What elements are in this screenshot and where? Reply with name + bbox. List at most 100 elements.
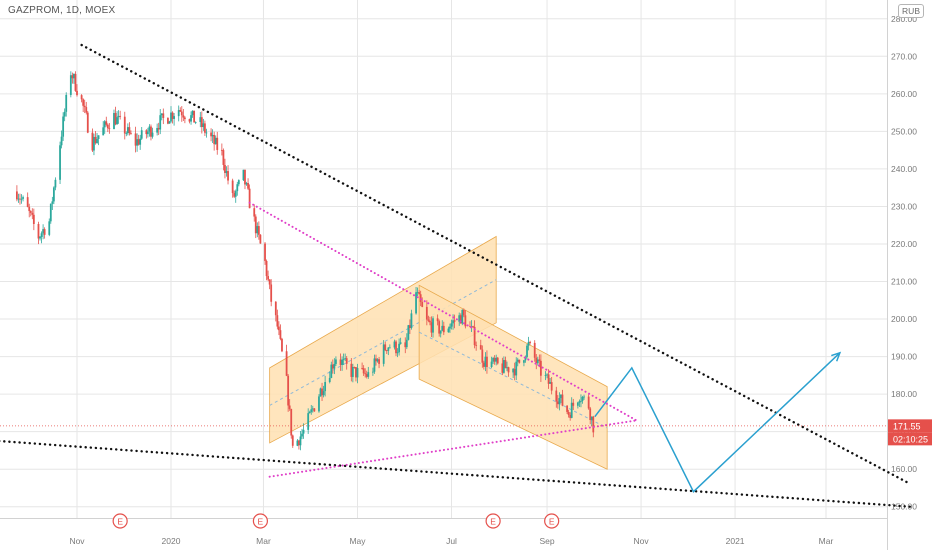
- candle-body: [555, 390, 558, 402]
- candle-body: [227, 171, 229, 181]
- x-tick-label: Jul: [446, 536, 457, 546]
- earnings-marker[interactable]: E: [252, 513, 268, 529]
- candle-body: [572, 402, 575, 406]
- candle-body: [566, 405, 568, 412]
- candle-body: [538, 359, 541, 361]
- candle-body: [233, 193, 236, 197]
- candle-body: [398, 343, 401, 353]
- countdown-label: 02:10:25: [893, 434, 928, 444]
- candle-body: [356, 368, 359, 378]
- candle-body: [83, 105, 86, 108]
- candle-body: [200, 117, 203, 128]
- candle-body: [547, 374, 550, 384]
- candle-body: [296, 440, 299, 446]
- candle-body: [449, 326, 451, 329]
- candle-body: [204, 123, 206, 133]
- candle-body: [183, 117, 186, 120]
- candle-body: [20, 198, 23, 200]
- candle-body: [516, 359, 519, 362]
- symbol-name: GAZPROM: [8, 5, 60, 16]
- candle-body: [31, 212, 34, 215]
- candle-body: [139, 138, 142, 145]
- candle-body: [419, 294, 422, 302]
- candle-body: [40, 233, 43, 237]
- candle-body: [333, 363, 336, 369]
- candle-body: [355, 367, 357, 378]
- candle-body: [157, 128, 160, 130]
- x-tick-label: 2020: [162, 536, 181, 546]
- y-tick-label: 210.00: [891, 277, 917, 287]
- currency-badge[interactable]: RUB: [898, 4, 924, 18]
- candle-body: [450, 323, 453, 327]
- earnings-marker[interactable]: E: [544, 513, 560, 529]
- candle-body: [492, 357, 495, 362]
- candle-body: [362, 368, 365, 374]
- candle-body: [160, 113, 163, 116]
- candle-body: [97, 135, 100, 139]
- candle-body: [202, 123, 205, 128]
- candle-body: [490, 361, 493, 368]
- candle-body: [322, 391, 325, 396]
- candle-body: [22, 197, 24, 199]
- candle-body: [569, 414, 572, 418]
- candle-body: [236, 184, 239, 192]
- y-tick-label: 200.00: [891, 314, 917, 324]
- candle-body: [102, 127, 105, 136]
- candle-body: [237, 180, 240, 185]
- candle-body: [328, 377, 331, 383]
- candle-body: [52, 187, 55, 202]
- candle-body: [126, 127, 129, 133]
- candle-body: [373, 358, 376, 372]
- x-axis: Nov 2020 Mar May Jul Sep Nov 2021 Mar: [69, 536, 833, 546]
- candle-body: [459, 315, 462, 324]
- candle-body: [339, 359, 342, 365]
- candle-body: [191, 110, 194, 116]
- candle-body: [439, 330, 442, 334]
- candle-body: [213, 134, 216, 145]
- candle-body: [464, 315, 467, 327]
- candle-body: [137, 139, 140, 145]
- candle-body: [536, 359, 539, 364]
- candle-body: [321, 388, 323, 396]
- candle-body: [502, 360, 505, 373]
- candle-body: [167, 117, 169, 124]
- candle-body: [245, 183, 248, 185]
- candle-body: [65, 94, 68, 112]
- trendline-drawings: [0, 43, 912, 508]
- candle-body: [427, 319, 430, 321]
- candle-body: [442, 325, 445, 333]
- candle-body: [145, 130, 148, 135]
- candle-body: [199, 117, 202, 123]
- candle-body: [367, 372, 370, 377]
- candle-body: [231, 180, 234, 194]
- candle-body: [37, 223, 40, 239]
- x-tick-label: Mar: [819, 536, 834, 546]
- candle-body: [93, 136, 95, 151]
- candle-body: [257, 226, 260, 235]
- candle-body: [114, 112, 117, 125]
- candle-body: [399, 342, 402, 344]
- candle-body: [430, 322, 433, 333]
- candle-body: [518, 359, 521, 363]
- candle-body: [404, 342, 407, 348]
- earnings-marker[interactable]: E: [112, 513, 128, 529]
- candle-body: [301, 433, 303, 437]
- candle-body: [589, 408, 592, 420]
- candle-body: [408, 325, 411, 328]
- candle-body: [182, 115, 185, 118]
- candle-body: [49, 203, 52, 222]
- candle-body: [277, 326, 280, 331]
- earnings-marker-circle: [112, 513, 128, 529]
- candle-body: [507, 367, 510, 373]
- candle-body: [298, 440, 300, 446]
- candle-body: [15, 191, 18, 200]
- candle-body: [26, 197, 29, 207]
- candle-body: [578, 401, 581, 403]
- candle-body: [570, 402, 573, 418]
- candle-body: [567, 411, 570, 415]
- earnings-marker-circle: [252, 513, 268, 529]
- earnings-marker[interactable]: E: [485, 513, 501, 529]
- candle-body: [318, 396, 320, 412]
- candle-body: [32, 214, 35, 224]
